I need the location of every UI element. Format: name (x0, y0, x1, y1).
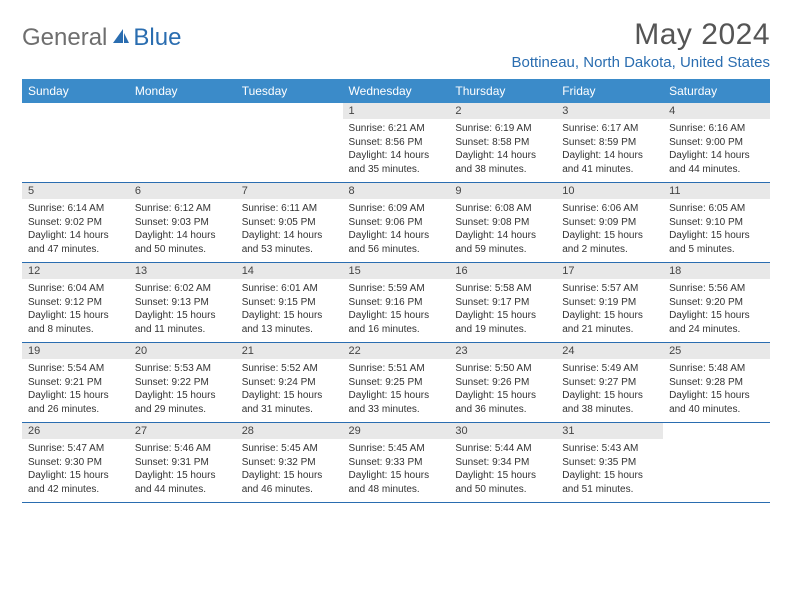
day-number-cell: 8 (343, 183, 450, 200)
day-info-cell: Sunrise: 5:48 AMSunset: 9:28 PMDaylight:… (663, 359, 770, 423)
day-info-row: Sunrise: 6:21 AMSunset: 8:56 PMDaylight:… (22, 119, 770, 183)
day-info-cell: Sunrise: 5:51 AMSunset: 9:25 PMDaylight:… (343, 359, 450, 423)
day-number-cell: 30 (449, 423, 556, 440)
day-number-cell: 16 (449, 263, 556, 280)
day-number-cell (663, 423, 770, 440)
day-info-cell: Sunrise: 6:21 AMSunset: 8:56 PMDaylight:… (343, 119, 450, 183)
day-number-cell: 5 (22, 183, 129, 200)
day-number-cell: 1 (343, 103, 450, 119)
weekday-header-row: SundayMondayTuesdayWednesdayThursdayFrid… (22, 79, 770, 103)
day-info-cell: Sunrise: 6:11 AMSunset: 9:05 PMDaylight:… (236, 199, 343, 263)
day-number-cell: 2 (449, 103, 556, 119)
day-number-cell: 31 (556, 423, 663, 440)
day-info-cell: Sunrise: 6:16 AMSunset: 9:00 PMDaylight:… (663, 119, 770, 183)
day-info-cell (663, 439, 770, 503)
day-number-cell: 6 (129, 183, 236, 200)
day-info-cell: Sunrise: 5:45 AMSunset: 9:33 PMDaylight:… (343, 439, 450, 503)
logo-text-general: General (22, 24, 107, 52)
day-info-cell: Sunrise: 6:14 AMSunset: 9:02 PMDaylight:… (22, 199, 129, 263)
day-info-cell: Sunrise: 5:47 AMSunset: 9:30 PMDaylight:… (22, 439, 129, 503)
logo: General Blue (22, 24, 181, 52)
day-number-row: 262728293031 (22, 423, 770, 440)
day-info-cell (22, 119, 129, 183)
day-number-cell: 15 (343, 263, 450, 280)
weekday-header: Monday (129, 79, 236, 103)
day-number-cell: 25 (663, 343, 770, 360)
day-number-cell: 13 (129, 263, 236, 280)
day-info-cell: Sunrise: 5:54 AMSunset: 9:21 PMDaylight:… (22, 359, 129, 423)
weekday-header: Tuesday (236, 79, 343, 103)
day-number-cell: 11 (663, 183, 770, 200)
day-number-cell (22, 103, 129, 119)
day-info-row: Sunrise: 6:04 AMSunset: 9:12 PMDaylight:… (22, 279, 770, 343)
day-info-cell: Sunrise: 6:08 AMSunset: 9:08 PMDaylight:… (449, 199, 556, 263)
day-info-row: Sunrise: 5:54 AMSunset: 9:21 PMDaylight:… (22, 359, 770, 423)
day-number-cell: 14 (236, 263, 343, 280)
day-info-cell (129, 119, 236, 183)
day-info-cell: Sunrise: 6:01 AMSunset: 9:15 PMDaylight:… (236, 279, 343, 343)
day-info-cell: Sunrise: 5:52 AMSunset: 9:24 PMDaylight:… (236, 359, 343, 423)
weekday-header: Wednesday (343, 79, 450, 103)
day-number-cell (129, 103, 236, 119)
logo-sail-icon (111, 27, 131, 50)
day-number-cell: 22 (343, 343, 450, 360)
day-number-cell: 7 (236, 183, 343, 200)
day-number-row: 1234 (22, 103, 770, 119)
day-info-cell: Sunrise: 6:12 AMSunset: 9:03 PMDaylight:… (129, 199, 236, 263)
day-info-cell: Sunrise: 5:46 AMSunset: 9:31 PMDaylight:… (129, 439, 236, 503)
weekday-header: Friday (556, 79, 663, 103)
day-info-cell: Sunrise: 6:17 AMSunset: 8:59 PMDaylight:… (556, 119, 663, 183)
day-number-cell: 18 (663, 263, 770, 280)
location-text: Bottineau, North Dakota, United States (512, 54, 770, 71)
day-number-cell: 9 (449, 183, 556, 200)
day-number-row: 567891011 (22, 183, 770, 200)
day-info-cell: Sunrise: 5:50 AMSunset: 9:26 PMDaylight:… (449, 359, 556, 423)
day-info-cell: Sunrise: 6:04 AMSunset: 9:12 PMDaylight:… (22, 279, 129, 343)
day-info-cell (236, 119, 343, 183)
day-info-cell: Sunrise: 5:59 AMSunset: 9:16 PMDaylight:… (343, 279, 450, 343)
day-number-cell: 24 (556, 343, 663, 360)
day-info-cell: Sunrise: 6:09 AMSunset: 9:06 PMDaylight:… (343, 199, 450, 263)
day-number-cell: 10 (556, 183, 663, 200)
day-number-row: 19202122232425 (22, 343, 770, 360)
day-number-cell: 3 (556, 103, 663, 119)
day-number-cell: 17 (556, 263, 663, 280)
day-number-cell: 28 (236, 423, 343, 440)
day-number-row: 12131415161718 (22, 263, 770, 280)
day-number-cell: 26 (22, 423, 129, 440)
day-number-cell: 20 (129, 343, 236, 360)
day-info-cell: Sunrise: 5:56 AMSunset: 9:20 PMDaylight:… (663, 279, 770, 343)
day-number-cell (236, 103, 343, 119)
day-number-cell: 29 (343, 423, 450, 440)
day-info-row: Sunrise: 6:14 AMSunset: 9:02 PMDaylight:… (22, 199, 770, 263)
day-number-cell: 19 (22, 343, 129, 360)
logo-text-blue: Blue (133, 24, 181, 52)
weekday-header: Saturday (663, 79, 770, 103)
weekday-header: Thursday (449, 79, 556, 103)
weekday-header: Sunday (22, 79, 129, 103)
day-info-cell: Sunrise: 5:57 AMSunset: 9:19 PMDaylight:… (556, 279, 663, 343)
month-title: May 2024 (512, 18, 770, 52)
page-header: General Blue May 2024 Bottineau, North D… (22, 18, 770, 71)
day-number-cell: 21 (236, 343, 343, 360)
day-info-cell: Sunrise: 6:05 AMSunset: 9:10 PMDaylight:… (663, 199, 770, 263)
day-info-cell: Sunrise: 5:49 AMSunset: 9:27 PMDaylight:… (556, 359, 663, 423)
day-info-cell: Sunrise: 5:45 AMSunset: 9:32 PMDaylight:… (236, 439, 343, 503)
day-info-cell: Sunrise: 5:58 AMSunset: 9:17 PMDaylight:… (449, 279, 556, 343)
day-info-cell: Sunrise: 5:43 AMSunset: 9:35 PMDaylight:… (556, 439, 663, 503)
day-info-cell: Sunrise: 6:06 AMSunset: 9:09 PMDaylight:… (556, 199, 663, 263)
title-block: May 2024 Bottineau, North Dakota, United… (512, 18, 770, 71)
calendar-table: SundayMondayTuesdayWednesdayThursdayFrid… (22, 79, 770, 503)
day-number-cell: 12 (22, 263, 129, 280)
day-info-cell: Sunrise: 6:19 AMSunset: 8:58 PMDaylight:… (449, 119, 556, 183)
day-info-row: Sunrise: 5:47 AMSunset: 9:30 PMDaylight:… (22, 439, 770, 503)
day-info-cell: Sunrise: 5:53 AMSunset: 9:22 PMDaylight:… (129, 359, 236, 423)
day-number-cell: 4 (663, 103, 770, 119)
day-number-cell: 27 (129, 423, 236, 440)
day-info-cell: Sunrise: 6:02 AMSunset: 9:13 PMDaylight:… (129, 279, 236, 343)
day-info-cell: Sunrise: 5:44 AMSunset: 9:34 PMDaylight:… (449, 439, 556, 503)
day-number-cell: 23 (449, 343, 556, 360)
